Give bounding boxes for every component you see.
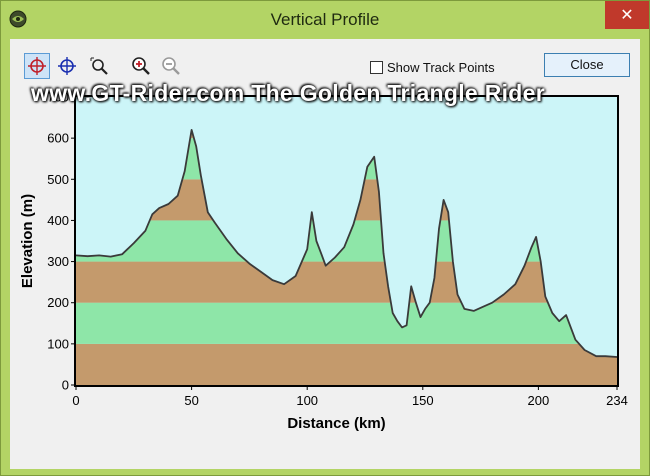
x-axis-label: Distance (km) [287, 415, 385, 432]
crosshair-blue-tool-button[interactable] [54, 53, 80, 79]
x-tick-label: 0 [72, 393, 79, 408]
x-tick-label: 200 [528, 393, 550, 408]
y-tick-label: 0 [62, 378, 69, 393]
x-tick-label: 234 [606, 393, 628, 408]
y-tick-label: 400 [47, 213, 69, 228]
crosshair-blue-icon [58, 57, 76, 75]
close-button[interactable]: Close [544, 53, 630, 77]
y-tick-label: 100 [47, 336, 69, 351]
zoom-out-icon [162, 57, 180, 75]
y-axis-label: Elevation (m) [19, 194, 36, 288]
elevation-line [75, 129, 618, 358]
y-tick-label: 700 [47, 91, 69, 105]
y-tick-label: 600 [47, 131, 69, 146]
y-tick-label: 500 [47, 172, 69, 187]
show-track-points-checkbox[interactable] [370, 60, 383, 74]
show-track-points-label: Show Track Points [387, 59, 495, 75]
title-bar[interactable]: Vertical Profile ✕ [1, 1, 649, 39]
zoom-in-tool-button[interactable] [128, 53, 154, 79]
window-close-button[interactable]: ✕ [605, 1, 649, 29]
x-tick-label: 50 [184, 393, 198, 408]
window-title: Vertical Profile [270, 10, 380, 29]
crosshair-red-icon [28, 57, 46, 75]
elevation-band-100-200 [76, 302, 617, 344]
dialog-client-area: Show Track Points Close 0 100 200 300 400 500… [10, 39, 640, 469]
elevation-band-0-100 [76, 343, 617, 385]
watermark-text: www.GT-Rider.com The Golden Triangle Rid… [31, 80, 545, 106]
elevation-band-200-300 [76, 261, 617, 303]
zoom-area-tool-button[interactable] [86, 53, 112, 79]
elevation-profile-chart[interactable]: 0 100 200 300 400 500 600 700 0 50 100 150 200 234 Dis… [10, 91, 640, 451]
zoom-out-tool-button[interactable] [158, 53, 184, 79]
zoom-area-icon [90, 57, 108, 75]
x-tick-label: 100 [296, 393, 318, 408]
x-tick-label: 150 [412, 393, 434, 408]
crosshair-red-tool-button[interactable] [24, 53, 50, 79]
y-tick-label: 200 [47, 295, 69, 310]
show-track-points-option[interactable]: Show Track Points [370, 58, 495, 76]
y-tick-label: 300 [47, 254, 69, 269]
app-icon [9, 10, 27, 28]
zoom-in-icon [132, 57, 150, 75]
